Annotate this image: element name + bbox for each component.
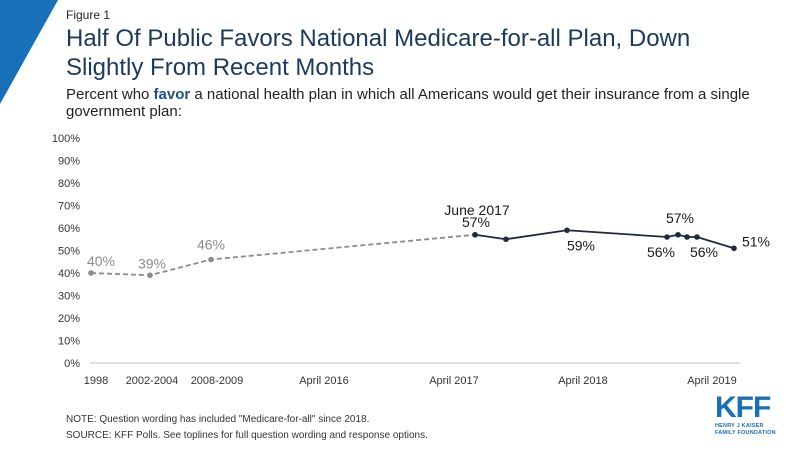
data-point: [564, 227, 570, 234]
data-point: [208, 256, 214, 263]
y-tick-label: 20%: [58, 313, 80, 325]
data-point: [675, 231, 681, 238]
data-label: 57%: [462, 214, 490, 230]
x-tick-label: April 2019: [687, 375, 737, 387]
dashed-series-line: [90, 233, 476, 277]
data-point: [694, 234, 700, 240]
chart-title: Half Of Public Favors National Medicare-…: [66, 25, 691, 81]
data-point: [684, 234, 690, 240]
kff-logo-line1: HENRY J KAISER: [715, 423, 764, 429]
data-point: [664, 234, 670, 240]
kff-logo-mark: KFF: [715, 391, 771, 424]
subtitle-suffix: a national health plan in which all Amer…: [66, 86, 750, 120]
y-tick-label: 70%: [58, 201, 80, 213]
data-point: [472, 231, 478, 238]
subtitle-prefix: Percent who: [66, 86, 154, 103]
data-point: [731, 245, 737, 252]
data-label: 56%: [647, 244, 675, 260]
x-tick-label: April 2017: [429, 375, 479, 387]
x-tick-label: April 2016: [299, 375, 349, 387]
data-label: 40%: [87, 253, 115, 269]
figure-label: Figure 1: [66, 8, 111, 22]
chart-subtitle: Percent who favor a national health plan…: [66, 86, 766, 120]
data-point: [147, 272, 153, 279]
x-tick-label: 2008-2009: [191, 375, 244, 387]
y-tick-label: 100%: [52, 133, 80, 145]
kff-logo-line2: FAMILY FOUNDATION: [715, 430, 776, 436]
y-tick-label: 90%: [58, 156, 80, 168]
footnote: NOTE: Question wording has included "Med…: [66, 414, 370, 425]
y-tick-label: 10%: [58, 336, 80, 348]
y-tick-label: 30%: [58, 291, 80, 303]
x-tick-label: 1998: [84, 375, 108, 387]
y-tick-label: 0%: [64, 358, 80, 370]
y-tick-label: 50%: [58, 246, 80, 258]
data-point: [503, 236, 509, 243]
source-note: SOURCE: KFF Polls. See toplines for full…: [66, 430, 428, 441]
corner-accent-triangle: [0, 0, 58, 104]
subtitle-emphasis: favor: [153, 86, 191, 103]
data-label: 56%: [690, 244, 718, 260]
annotation-label: June 2017: [444, 202, 510, 218]
data-label: 46%: [197, 237, 225, 253]
y-tick-label: 80%: [58, 178, 80, 190]
data-label: 59%: [567, 237, 595, 253]
kff-logo: KFF HENRY J KAISER FAMILY FOUNDATION: [715, 393, 785, 437]
x-tick-label: 2002-2004: [126, 375, 179, 387]
y-tick-label: 60%: [58, 223, 80, 235]
data-label: 57%: [666, 210, 694, 226]
x-tick-label: April 2018: [558, 375, 608, 387]
data-point: [88, 270, 94, 276]
data-label: 51%: [742, 233, 770, 249]
y-tick-label: 40%: [58, 268, 80, 280]
data-label: 39%: [138, 255, 166, 271]
